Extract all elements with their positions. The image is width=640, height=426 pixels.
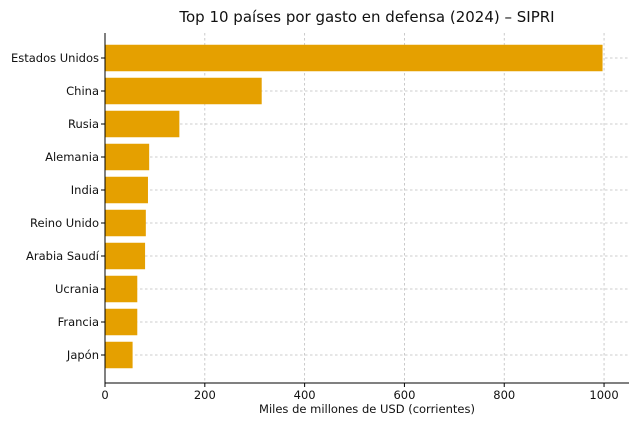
y-tick-label: Estados Unidos [11, 51, 99, 65]
y-tick-label: Francia [58, 315, 99, 329]
bar [105, 275, 138, 303]
x-tick-label: 400 [294, 388, 316, 402]
bar [105, 143, 150, 171]
x-tick-label: 600 [393, 388, 415, 402]
y-tick-label: Rusia [68, 117, 99, 131]
bar [105, 44, 603, 72]
bar [105, 77, 262, 105]
y-tick-label: India [71, 183, 99, 197]
chart-title: Top 10 países por gasto en defensa (2024… [178, 8, 554, 26]
y-tick-label: Japón [66, 348, 99, 362]
y-tick-label: China [66, 84, 99, 98]
bar [105, 308, 138, 336]
bar [105, 242, 146, 270]
x-tick-label: 800 [493, 388, 515, 402]
bar [105, 341, 133, 369]
x-tick-label: 200 [194, 388, 216, 402]
bar [105, 176, 148, 204]
y-tick-label: Reino Unido [30, 216, 99, 230]
x-tick-label: 1000 [589, 388, 618, 402]
bar [105, 209, 146, 237]
y-tick-label: Alemania [45, 150, 99, 164]
bars [105, 44, 603, 369]
x-tick-labels: 0 200 400 600 800 1000 [101, 388, 618, 402]
x-tick-label: 0 [101, 388, 108, 402]
y-tick-label: Arabia Saudí [26, 249, 100, 263]
bar [105, 110, 180, 138]
y-tick-labels: Estados Unidos China Rusia Alemania India Rei… [11, 51, 100, 362]
y-tick-label: Ucrania [55, 282, 99, 296]
x-axis-label: Miles de millones de USD (corrientes) [259, 402, 475, 416]
axes [101, 33, 629, 387]
